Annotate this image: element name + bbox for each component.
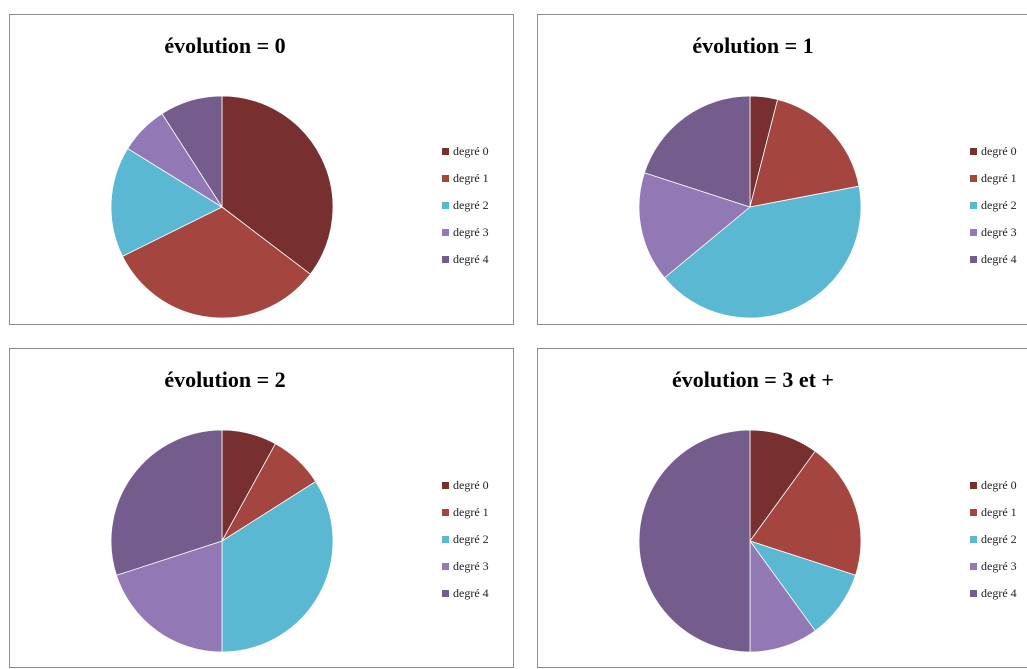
- pie-chart: [110, 95, 334, 319]
- legend-swatch: [970, 229, 977, 236]
- legend-swatch: [970, 256, 977, 263]
- legend-item: degré 2: [970, 526, 1027, 553]
- legend-label: degré 0: [981, 144, 1017, 158]
- pie-slice-degré-1: [749, 99, 860, 208]
- legend-label: degré 2: [981, 198, 1017, 212]
- pie-chart: [638, 429, 862, 653]
- pie-chart: [110, 429, 334, 653]
- chart-title: évolution = 0: [164, 33, 286, 58]
- legend-label: degré 1: [453, 505, 489, 519]
- legend-item: degré 1: [970, 165, 1027, 192]
- legend-item: degré 2: [442, 192, 532, 219]
- pie-slice-degré-3: [115, 540, 223, 653]
- legend-swatch: [970, 202, 977, 209]
- legend-label: degré 3: [453, 225, 489, 239]
- legend-swatch: [970, 509, 977, 516]
- pie-slice-degré-4: [161, 95, 223, 209]
- chart-title: évolution = 3 et +: [672, 367, 834, 392]
- chart-legend: degré 0 degré 1 degré 2 degré 3 degré 4: [970, 472, 1027, 607]
- pie-slice-degré-2: [663, 185, 862, 319]
- legend-swatch: [442, 148, 449, 155]
- legend-item: degré 2: [970, 192, 1027, 219]
- legend-label: degré 0: [453, 144, 489, 158]
- legend-swatch: [442, 509, 449, 516]
- legend-swatch: [442, 536, 449, 543]
- legend-swatch: [442, 563, 449, 570]
- pie-slice-degré-4: [110, 429, 223, 576]
- chart-panel-evolution-3-plus: évolution = 3 et + degré 0 degré 1 degré 2…: [537, 348, 1027, 668]
- legend-label: degré 3: [453, 559, 489, 573]
- legend-swatch: [442, 229, 449, 236]
- pie-chart: [638, 95, 862, 319]
- legend-label: degré 3: [981, 225, 1017, 239]
- legend-label: degré 2: [453, 532, 489, 546]
- legend-item: degré 4: [442, 580, 532, 607]
- chart-title: évolution = 2: [164, 367, 286, 392]
- chart-legend: degré 0 degré 1 degré 2 degré 3 degré 4: [442, 472, 532, 607]
- pie-slice-degré-1: [122, 206, 311, 319]
- legend-swatch: [442, 482, 449, 489]
- legend-label: degré 4: [453, 252, 489, 266]
- legend-label: degré 3: [981, 559, 1017, 573]
- legend-item: degré 1: [970, 499, 1027, 526]
- legend-swatch: [970, 590, 977, 597]
- chart-legend: degré 0 degré 1 degré 2 degré 3 degré 4: [970, 138, 1027, 273]
- legend-item: degré 3: [442, 219, 532, 246]
- chart-panel-evolution-1: évolution = 1 degré 0 degré 1 degré 2 degré…: [537, 14, 1027, 325]
- legend-swatch: [442, 175, 449, 182]
- legend-label: degré 1: [981, 505, 1017, 519]
- legend-item: degré 0: [442, 472, 532, 499]
- legend-item: degré 3: [442, 553, 532, 580]
- legend-swatch: [442, 256, 449, 263]
- legend-item: degré 3: [970, 553, 1027, 580]
- chart-legend: degré 0 degré 1 degré 2 degré 3 degré 4: [442, 138, 532, 273]
- legend-label: degré 4: [453, 586, 489, 600]
- legend-label: degré 1: [453, 171, 489, 185]
- legend-label: degré 0: [453, 478, 489, 492]
- legend-swatch: [970, 175, 977, 182]
- legend-swatch: [970, 536, 977, 543]
- legend-swatch: [442, 590, 449, 597]
- pie-slice-degré-2: [110, 147, 223, 257]
- legend-item: degré 0: [970, 472, 1027, 499]
- chart-panel-evolution-0: évolution = 0 degré 0 degré 1 degré 2 degré…: [9, 14, 514, 325]
- legend-label: degré 1: [981, 171, 1017, 185]
- legend-swatch: [970, 563, 977, 570]
- legend-swatch: [442, 202, 449, 209]
- legend-label: degré 2: [453, 198, 489, 212]
- legend-item: degré 0: [970, 138, 1027, 165]
- legend-item: degré 2: [442, 526, 532, 553]
- legend-label: degré 2: [981, 532, 1017, 546]
- pie-slice-degré-4: [638, 429, 751, 653]
- pie-slice-degré-3: [638, 172, 751, 279]
- pie-slice-degré-4: [643, 95, 751, 208]
- pie-slice-degré-2: [221, 480, 334, 653]
- legend-item: degré 0: [442, 138, 532, 165]
- legend-item: degré 4: [970, 580, 1027, 607]
- legend-label: degré 4: [981, 252, 1017, 266]
- pie-slice-degré-1: [749, 450, 862, 576]
- legend-item: degré 3: [970, 219, 1027, 246]
- legend-label: degré 0: [981, 478, 1017, 492]
- legend-label: degré 4: [981, 586, 1017, 600]
- legend-swatch: [970, 482, 977, 489]
- legend-item: degré 1: [442, 499, 532, 526]
- legend-item: degré 4: [442, 246, 532, 273]
- legend-swatch: [970, 148, 977, 155]
- chart-title: évolution = 1: [692, 33, 814, 58]
- chart-panel-evolution-2: évolution = 2 degré 0 degré 1 degré 2 degré…: [9, 348, 514, 668]
- legend-item: degré 4: [970, 246, 1027, 273]
- pie-slice-degré-0: [221, 95, 334, 275]
- legend-item: degré 1: [442, 165, 532, 192]
